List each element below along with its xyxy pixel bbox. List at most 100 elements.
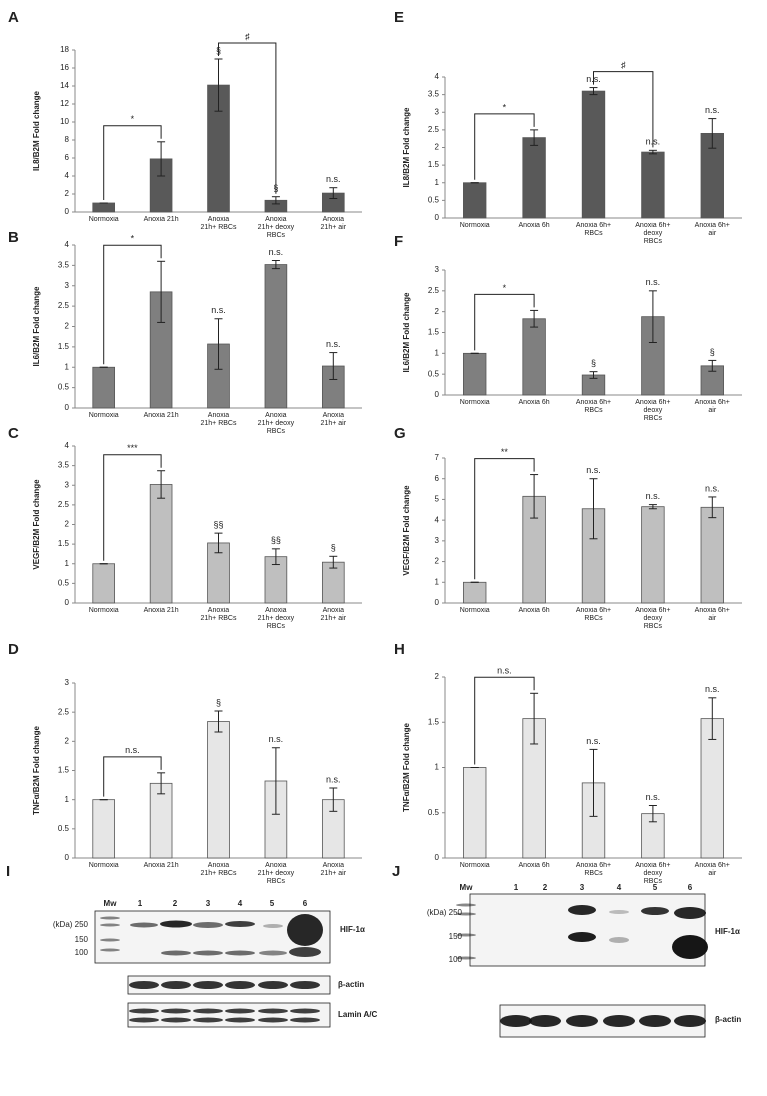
error-bar xyxy=(589,748,598,817)
blot-band xyxy=(456,912,476,916)
panel-label: B xyxy=(8,229,19,246)
y-tick-label: 1 xyxy=(65,795,70,804)
y-tick-label: 0.5 xyxy=(428,195,440,204)
bar xyxy=(581,90,606,219)
x-tick-label-box: Anoxia 21h+ deoxy RBCs xyxy=(257,862,295,886)
y-tick-label: 5 xyxy=(435,495,440,504)
x-tick-label: Anoxia 6h xyxy=(518,222,550,229)
x-tick-label: Anoxia 21h xyxy=(143,216,179,223)
protein-label: β-actin xyxy=(715,1015,741,1024)
significance-bracket xyxy=(103,125,162,200)
y-tick-label: 2 xyxy=(65,520,70,529)
x-tick-label-box: Normoxia xyxy=(89,412,119,419)
y-tick-label: 0.5 xyxy=(58,824,70,833)
significance-bracket xyxy=(474,113,535,180)
error-bar xyxy=(708,697,717,740)
x-tick-label: Anoxia 21h+ RBCs xyxy=(200,412,237,428)
x-tick-label-box: Anoxia 21h+ deoxy RBCs xyxy=(258,607,294,630)
x-tick-label: Anoxia 21h+ deoxy RBCs xyxy=(257,862,295,886)
bar xyxy=(463,581,487,604)
y-tick-label: 1 xyxy=(435,763,440,772)
blot-band xyxy=(290,1017,320,1023)
x-tick-label: Anoxia 6h+ deoxy RBCs xyxy=(635,222,671,246)
significance-label: n.s. xyxy=(646,792,661,802)
x-tick-label: Normoxia xyxy=(459,399,490,406)
y-tick-label: 4 xyxy=(435,72,440,81)
y-tick-label: 2.5 xyxy=(58,301,70,310)
blot-band xyxy=(672,935,708,959)
error-bar xyxy=(648,149,657,155)
x-tick-label: Anoxia 6h+ deoxy RBCs xyxy=(635,607,671,631)
bracket-label: ♯ xyxy=(245,31,250,41)
y-tick-label: 0.5 xyxy=(58,383,70,392)
x-tick-label-box: Anoxia 6h xyxy=(518,399,550,406)
bracket-label: *** xyxy=(127,443,138,453)
blot-band xyxy=(193,1017,223,1023)
error-bar xyxy=(214,710,223,733)
y-tick-label: 7 xyxy=(435,453,440,462)
significance-label: § xyxy=(331,543,336,553)
y-tick-label: 2 xyxy=(435,143,440,152)
blot-band xyxy=(100,948,120,952)
y-tick-label: 2.5 xyxy=(428,286,440,295)
blot-band xyxy=(100,923,120,927)
lane-label: Mw xyxy=(104,899,118,908)
x-tick-label-box: Anoxia 21h xyxy=(143,607,179,614)
x-tick-label-box: Anoxia 21h xyxy=(144,412,179,419)
x-tick-label: Anoxia 6h xyxy=(518,862,550,869)
bar xyxy=(92,563,116,604)
protein-label: Lamin A/C xyxy=(338,1010,377,1019)
panel-label: H xyxy=(394,641,405,658)
lane-label: 3 xyxy=(206,899,211,908)
significance-label: § xyxy=(710,347,715,357)
error-bar xyxy=(214,58,223,112)
blot-band xyxy=(193,922,223,928)
blot-band xyxy=(603,1015,635,1027)
panel-label: J xyxy=(392,863,400,880)
significance-bracket xyxy=(218,42,277,194)
bracket-label: * xyxy=(503,102,507,112)
y-tick-label: 2.5 xyxy=(58,707,70,716)
error-bar xyxy=(157,141,166,177)
lane-label: 1 xyxy=(138,899,143,908)
x-tick-label-box: Anoxia 6h xyxy=(518,862,550,869)
x-tick-label: Anoxia 21h+ air xyxy=(320,412,347,428)
blot-band xyxy=(225,1017,255,1023)
bar xyxy=(92,366,116,409)
y-tick-label: 4 xyxy=(65,240,70,249)
error-bar xyxy=(589,371,598,379)
error-bar xyxy=(589,478,598,540)
bar xyxy=(207,721,230,859)
significance-label: §§ xyxy=(213,520,223,530)
blot-band xyxy=(193,950,223,956)
y-tick-label: 4 xyxy=(65,171,70,180)
x-tick-label: Anoxia 21h+ deoxy RBCs xyxy=(257,412,295,436)
y-tick-label: 3 xyxy=(435,536,440,545)
y-tick-label: 0 xyxy=(435,390,440,399)
significance-label: n.s. xyxy=(646,277,661,287)
x-tick-label: Anoxia 6h+ RBCs xyxy=(575,862,612,878)
x-tick-label-box: Anoxia 6h+ air xyxy=(695,222,730,237)
blot-frame xyxy=(127,1002,331,1028)
x-tick-label: Anoxia 6h xyxy=(518,399,550,406)
x-tick-label-box: Anoxia 6h+ air xyxy=(695,399,730,414)
blot-frame xyxy=(469,893,706,967)
significance-bracket xyxy=(103,454,162,561)
error-bar xyxy=(589,87,598,96)
y-axis-label: IL8/B2M Fold change xyxy=(402,107,411,188)
significance-bracket xyxy=(474,458,535,580)
x-tick-label-box: Anoxia 21h xyxy=(144,862,179,869)
panel-label: I xyxy=(6,863,10,880)
blot-band xyxy=(290,1008,320,1014)
significance-bracket xyxy=(103,756,162,797)
lane-label: 6 xyxy=(688,883,693,892)
bracket-label: * xyxy=(131,114,135,124)
x-tick-label: Anoxia 21h xyxy=(143,607,179,614)
panel-label: G xyxy=(394,425,406,442)
y-tick-label: 1 xyxy=(435,178,440,187)
bar xyxy=(641,151,665,219)
y-tick-label: 12 xyxy=(60,99,69,108)
blot-band xyxy=(568,932,596,942)
y-tick-label: 3.5 xyxy=(58,260,70,269)
x-tick-label-box: Anoxia 6h+ air xyxy=(695,862,730,877)
